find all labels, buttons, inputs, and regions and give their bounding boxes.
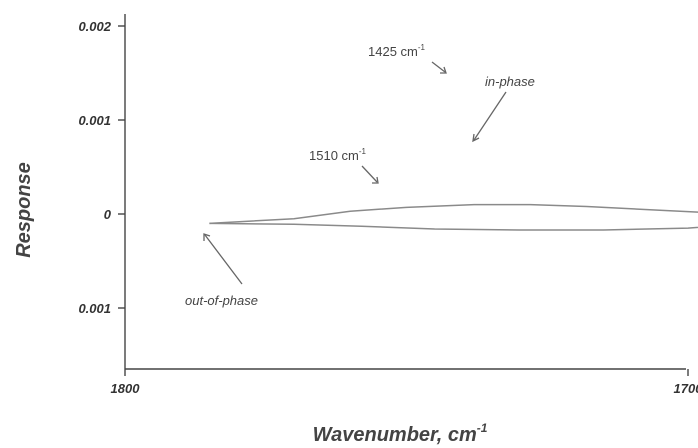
ticks-layer: 18001700160015001400130012000.0020.00100… — [78, 19, 698, 396]
annotation-out-of-phase-arrowhead — [203, 233, 211, 241]
annotation-1425: 1425 cm-1 — [368, 43, 426, 59]
annotation-in-phase-arrowhead — [472, 133, 480, 143]
x-tick-label: 1800 — [111, 381, 141, 396]
series-layer — [209, 203, 698, 231]
annotation-1425-sup: -1 — [418, 43, 426, 52]
y-tick-label: 0.002 — [78, 19, 111, 34]
y-tick-label: 0 — [104, 207, 112, 222]
annotation-1510-sup: -1 — [359, 147, 367, 156]
x-axis-title-sup: -1 — [477, 421, 488, 435]
annotation-1510: 1510 cm-1 — [309, 147, 367, 163]
annotation-1510-text: 1510 cm — [309, 148, 359, 163]
series-line-out-of-phase — [209, 222, 698, 231]
annotation-1425-text: 1425 cm — [368, 44, 418, 59]
annotation-1425-arrowhead — [440, 66, 447, 74]
series-line-in-phase — [209, 203, 698, 225]
y-axis-title: Response — [13, 162, 35, 258]
annotation-1425-arrow — [431, 61, 446, 73]
annotation-out-of-phase: out-of-phase — [185, 293, 258, 308]
annotation-in-phase-arrow — [473, 91, 507, 141]
axes-layer — [124, 14, 686, 370]
annotation-1510-arrow — [361, 165, 378, 183]
x-axis-title: Wavenumber, cm-1 — [313, 421, 488, 446]
annotation-1510-arrowhead — [372, 176, 379, 184]
annotations: 1425 cm-1 1510 cm-1 in-phase out-of-phas… — [185, 43, 535, 308]
y-tick-label: 0.001 — [78, 301, 111, 316]
annotation-out-of-phase-arrow — [204, 234, 243, 285]
y-tick-label: 0.001 — [78, 113, 111, 128]
annotation-in-phase: in-phase — [485, 74, 535, 89]
x-axis-title-text: Wavenumber, cm — [313, 424, 477, 446]
